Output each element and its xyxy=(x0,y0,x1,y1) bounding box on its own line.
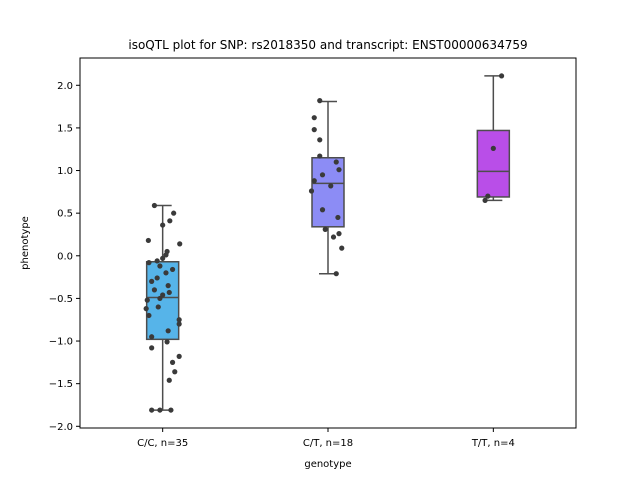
data-point xyxy=(311,127,317,133)
box xyxy=(476,129,511,198)
y-tick-label: −2.0 xyxy=(49,422,73,433)
data-point xyxy=(317,153,323,159)
data-point xyxy=(165,328,171,334)
data-point xyxy=(145,237,151,244)
points-layer xyxy=(143,73,505,413)
data-point xyxy=(155,304,161,310)
data-point xyxy=(176,317,182,323)
y-axis-title: phenotype xyxy=(20,216,31,270)
data-point xyxy=(308,188,315,194)
data-point xyxy=(151,287,158,293)
data-point xyxy=(160,255,166,261)
data-point xyxy=(149,278,155,284)
data-point xyxy=(336,231,342,237)
data-point xyxy=(485,193,491,199)
data-point xyxy=(164,339,170,345)
y-tick-label: 0.5 xyxy=(57,209,73,220)
x-axis-title: genotype xyxy=(304,459,351,470)
data-point xyxy=(165,283,171,289)
data-point xyxy=(335,214,341,221)
data-point xyxy=(172,369,178,375)
box xyxy=(145,261,180,341)
data-point xyxy=(149,407,155,413)
data-point xyxy=(317,98,323,104)
data-point xyxy=(330,234,337,240)
data-point xyxy=(498,73,505,79)
data-point xyxy=(319,172,326,178)
data-point xyxy=(163,252,169,258)
data-point xyxy=(177,241,183,247)
data-point xyxy=(143,306,149,312)
x-axis: C/C, n=35 C/T, n=18 T/T, n=4 xyxy=(137,428,515,449)
data-point xyxy=(339,245,345,251)
data-point xyxy=(166,289,172,296)
data-point xyxy=(168,407,174,413)
data-point xyxy=(149,334,155,340)
data-point xyxy=(333,159,339,165)
data-point xyxy=(336,167,342,173)
boxes-layer xyxy=(145,75,511,411)
data-point xyxy=(169,266,176,273)
data-point xyxy=(328,183,334,189)
data-point xyxy=(169,359,176,365)
y-tick-label: −0.5 xyxy=(49,294,73,305)
y-tick-label: 2.0 xyxy=(57,81,73,92)
data-point xyxy=(146,260,152,266)
data-point xyxy=(319,207,326,213)
y-axis: −2.0 −1.5 −1.0 −0.5 0.0 0.5 1.0 1.5 2.0 xyxy=(49,81,80,433)
data-point xyxy=(176,353,182,359)
data-point xyxy=(157,295,163,302)
data-point xyxy=(311,115,317,121)
data-point xyxy=(482,197,488,203)
y-tick-label: 1.0 xyxy=(57,166,73,177)
data-point xyxy=(154,258,160,264)
y-tick-label: −1.5 xyxy=(49,379,73,390)
x-tick-label: C/T, n=18 xyxy=(303,438,353,449)
x-tick-label: C/C, n=35 xyxy=(137,438,188,449)
data-point xyxy=(311,178,317,184)
data-point xyxy=(322,226,328,232)
data-point xyxy=(166,377,172,383)
data-point xyxy=(167,218,173,224)
data-point xyxy=(149,345,155,351)
data-point xyxy=(176,321,182,327)
data-point xyxy=(171,210,177,216)
y-tick-label: 1.5 xyxy=(57,123,73,134)
data-point xyxy=(317,137,323,143)
data-point xyxy=(333,271,339,277)
y-tick-label: −1.0 xyxy=(49,337,73,348)
data-point xyxy=(163,270,169,276)
y-tick-label: 0.0 xyxy=(57,251,73,262)
data-point xyxy=(144,297,150,303)
data-point xyxy=(151,202,158,209)
data-point xyxy=(154,275,160,281)
data-point xyxy=(157,263,163,269)
data-point xyxy=(160,222,166,228)
data-point xyxy=(157,407,163,413)
chart-title: isoQTL plot for SNP: rs2018350 and trans… xyxy=(128,38,527,52)
data-point xyxy=(490,145,496,151)
x-tick-label: T/T, n=4 xyxy=(471,438,515,449)
data-point xyxy=(146,312,152,319)
